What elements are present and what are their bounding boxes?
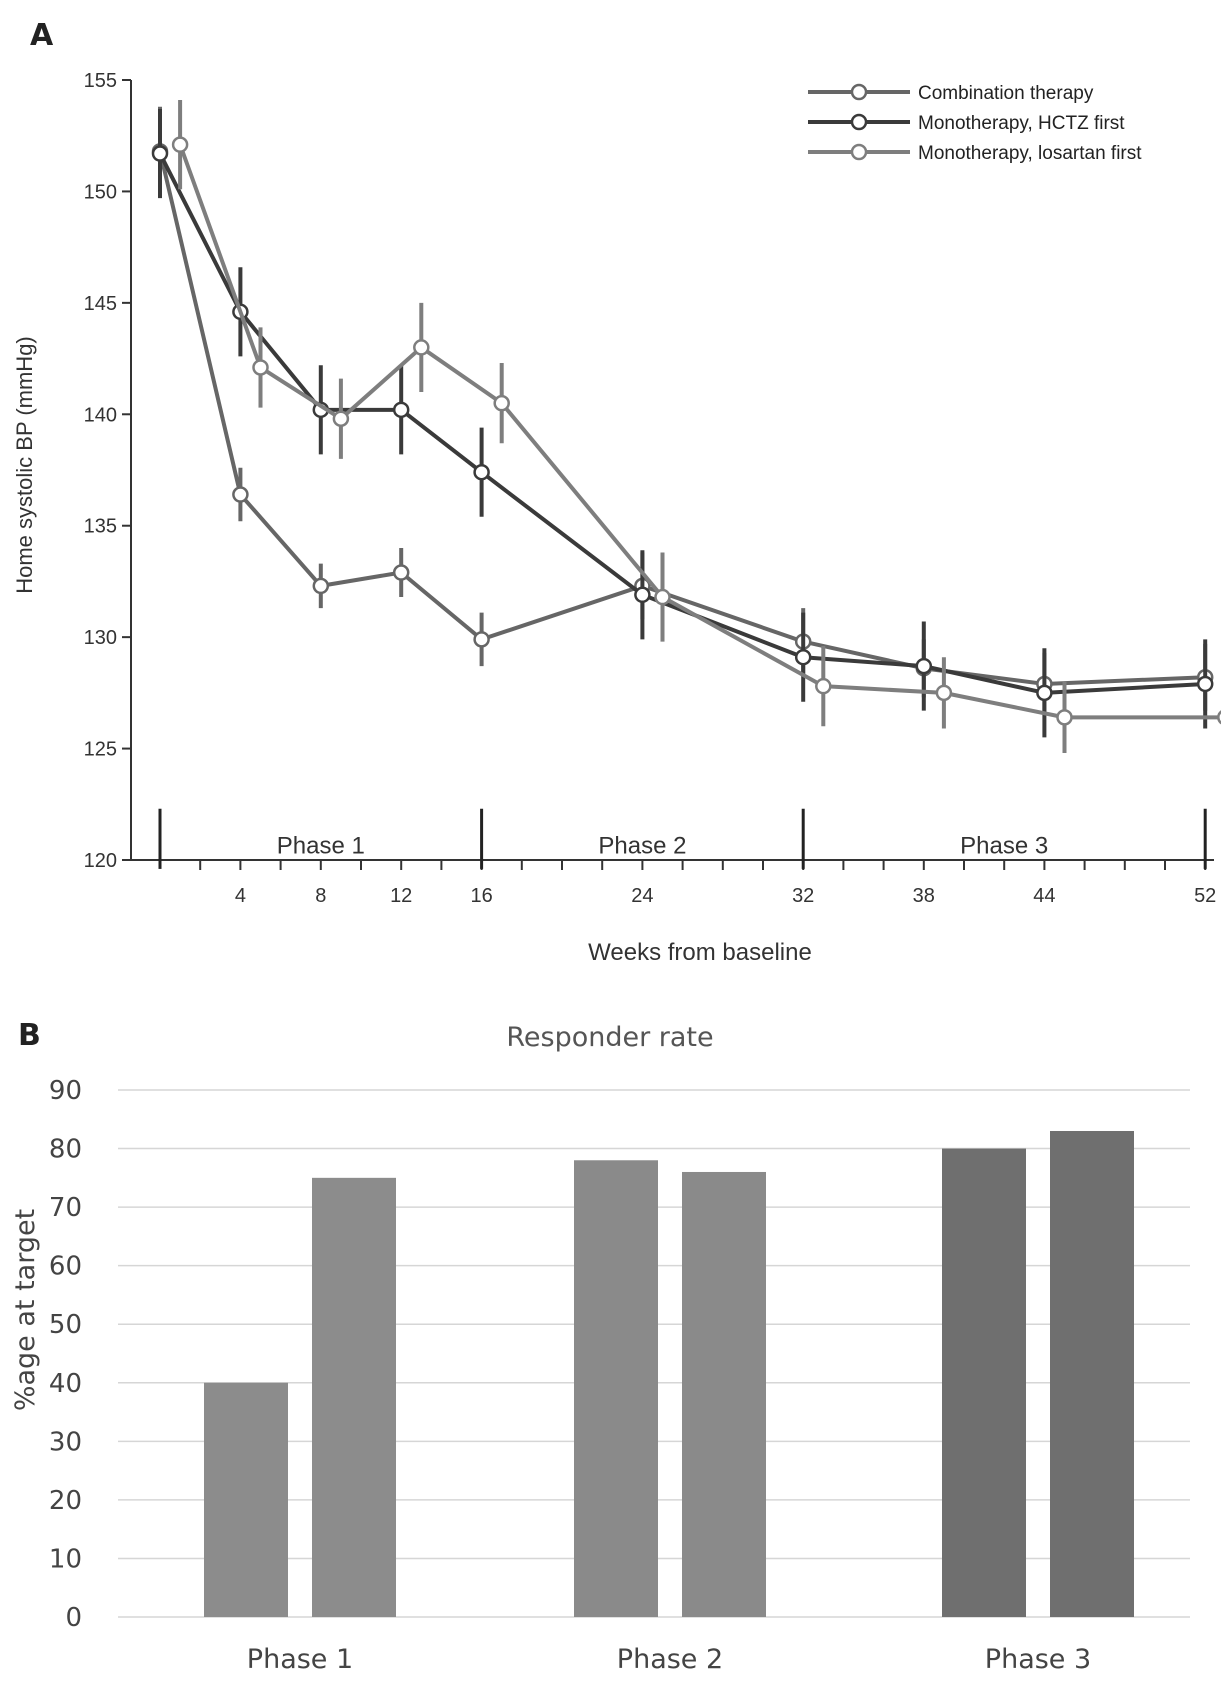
x-tick-label: 44 — [1033, 885, 1055, 907]
y-tick-label: 50 — [49, 1310, 82, 1340]
series-line — [158, 152, 1206, 695]
y-tick-label: 80 — [49, 1135, 82, 1165]
series-line — [158, 150, 1206, 686]
y-tick-label: 150 — [84, 181, 117, 203]
series-hctz_first — [151, 108, 1214, 738]
legend-swatch-marker — [850, 143, 868, 161]
legend-swatch-marker — [850, 83, 868, 101]
y-tick-label: 90 — [49, 1076, 82, 1106]
x-tick-label: 32 — [792, 885, 814, 907]
legend-swatch-marker — [850, 113, 868, 131]
data-point — [332, 410, 350, 427]
y-tick-label: 145 — [84, 293, 117, 315]
y-tick-label: 30 — [49, 1427, 82, 1457]
panel-a-phase-markers: Phase 1 Phase 2 Phase 3 — [158, 808, 1207, 869]
panel-b-tick-labels: 0 10 20 30 40 50 60 70 80 90 Phase 1 Phase 2 Phase 3 — [49, 1076, 1091, 1675]
data-point — [473, 463, 490, 481]
x-tick-label: 12 — [390, 885, 412, 907]
phase-label: Phase 2 — [598, 832, 686, 859]
legend-label: Monotherapy, HCTZ first — [918, 113, 1125, 134]
panel-a-x-axis-label: Weeks from baseline — [588, 939, 812, 966]
legend-label: Monotherapy, losartan first — [918, 143, 1142, 164]
y-tick-label: 60 — [49, 1252, 82, 1282]
data-point — [815, 677, 832, 695]
panel-b-bars — [204, 1130, 1134, 1617]
x-tick-label: 52 — [1194, 885, 1216, 907]
panel-a-legend: Combination therapy Monotherapy, HCTZ fir… — [808, 83, 1142, 164]
x-tick-label: 4 — [235, 885, 246, 907]
y-tick-label: 140 — [84, 404, 117, 426]
data-point — [171, 136, 189, 153]
y-tick-label: 20 — [49, 1486, 82, 1516]
data-point — [252, 359, 269, 376]
x-tick-label: 24 — [631, 885, 653, 907]
data-point — [493, 394, 510, 412]
data-point — [151, 145, 169, 162]
panel-a-label: A — [30, 18, 54, 53]
phase-label: Phase 1 — [277, 832, 365, 859]
data-point — [232, 486, 249, 503]
y-tick-label: 155 — [84, 70, 117, 92]
panel-b-title: Responder rate — [506, 1022, 713, 1053]
bar — [1050, 1130, 1134, 1617]
data-point — [473, 631, 490, 648]
data-point — [1056, 709, 1073, 726]
bar — [312, 1177, 396, 1617]
y-tick-label: 0 — [65, 1603, 82, 1633]
data-point — [1196, 675, 1214, 693]
y-tick-label: 10 — [49, 1544, 82, 1574]
series-losartan_first — [171, 100, 1221, 754]
data-point — [392, 401, 410, 419]
bar — [204, 1382, 288, 1617]
legend-label: Combination therapy — [918, 83, 1094, 104]
y-tick-label: 135 — [84, 516, 117, 538]
data-point — [794, 648, 812, 666]
category-label: Phase 3 — [985, 1644, 1091, 1675]
phase-label: Phase 3 — [960, 832, 1048, 859]
series-line — [178, 143, 1221, 720]
bar — [574, 1160, 658, 1617]
panel-a-axes: 120 125 130 135 140 145 150 155 4 8 12 16 24 32 38 44 52 — [84, 70, 1217, 907]
x-tick-label: 38 — [913, 885, 935, 907]
panel-a-y-axis-label: Home systolic BP (mmHg) — [12, 336, 37, 594]
data-point — [634, 586, 651, 604]
y-tick-label: 120 — [84, 850, 117, 872]
data-point — [1217, 710, 1221, 725]
panel-a-series — [151, 100, 1221, 754]
data-point — [1036, 684, 1053, 702]
y-tick-label: 125 — [84, 739, 117, 761]
y-tick-label: 70 — [49, 1193, 82, 1223]
x-tick-label: 16 — [470, 885, 492, 907]
data-point — [654, 588, 671, 606]
data-point — [392, 564, 410, 581]
bar — [682, 1171, 766, 1617]
panel-b-y-axis-label: %age at target — [10, 1209, 41, 1411]
data-point — [935, 684, 953, 702]
panel-b-label: B — [18, 1018, 41, 1053]
series-combination — [151, 106, 1214, 716]
category-label: Phase 1 — [247, 1644, 353, 1675]
y-tick-label: 40 — [49, 1369, 82, 1399]
bar — [942, 1148, 1026, 1617]
x-tick-label: 8 — [315, 885, 326, 907]
data-point — [413, 339, 430, 356]
data-point — [312, 577, 330, 595]
data-point — [915, 657, 933, 675]
category-label: Phase 2 — [617, 1644, 723, 1675]
y-tick-label: 130 — [84, 627, 117, 649]
